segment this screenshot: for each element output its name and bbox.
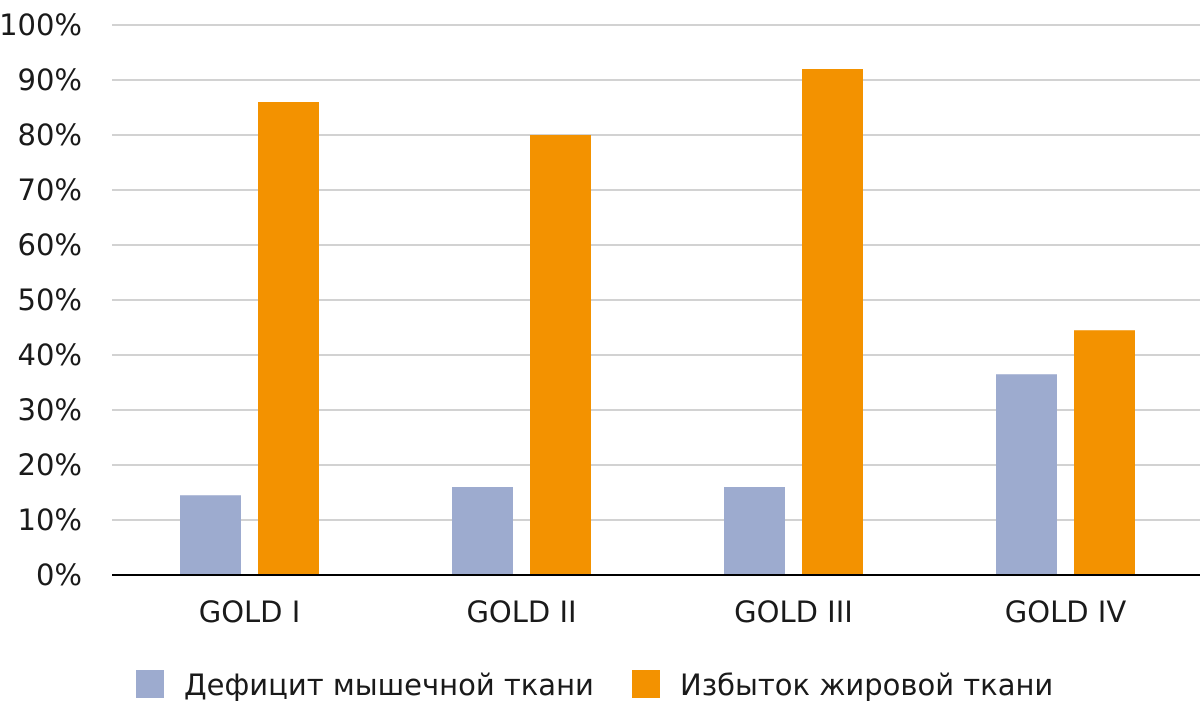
y-tick-label: 60% — [18, 228, 82, 262]
y-tick-label: 30% — [18, 393, 82, 427]
legend-item-muscle-deficit: Дефицит мышечной ткани — [136, 668, 594, 702]
bar-muscle-deficit-2 — [452, 487, 513, 575]
y-tick-label: 50% — [18, 283, 82, 317]
bar-muscle-deficit-3 — [724, 487, 785, 575]
legend-label: Избыток жировой ткани — [680, 668, 1053, 702]
bar-fat-excess-2 — [530, 135, 591, 575]
legend-item-fat-excess: Избыток жировой ткани — [632, 668, 1053, 702]
y-tick-label: 40% — [18, 338, 82, 372]
x-category-label: GOLD I — [199, 595, 301, 629]
legend: Дефицит мышечной ткани Избыток жировой тк… — [136, 668, 1053, 702]
bars — [180, 69, 1135, 575]
bar-fat-excess-1 — [258, 102, 319, 575]
y-tick-label: 70% — [18, 173, 82, 207]
y-tick-label: 0% — [36, 558, 82, 592]
legend-label: Дефицит мышечной ткани — [184, 668, 594, 702]
x-category-label: GOLD II — [466, 595, 576, 629]
legend-swatch — [136, 670, 164, 698]
x-category-label: GOLD IV — [1005, 595, 1127, 629]
bar-muscle-deficit-1 — [180, 495, 241, 575]
y-tick-label: 100% — [0, 8, 82, 42]
y-tick-label: 80% — [18, 118, 82, 152]
y-tick-label: 10% — [18, 503, 82, 537]
y-axis: 0% 10% 20% 30% 40% 50% 60% 70% 80% 90% 100% — [0, 8, 82, 592]
x-category-label: GOLD III — [734, 595, 853, 629]
bar-fat-excess-4 — [1074, 330, 1135, 575]
y-tick-label: 90% — [18, 63, 82, 97]
legend-swatch — [632, 670, 660, 698]
x-axis: GOLD I GOLD II GOLD III GOLD IV — [112, 574, 1200, 629]
y-tick-label: 20% — [18, 448, 82, 482]
bar-muscle-deficit-4 — [996, 374, 1057, 575]
bar-fat-excess-3 — [802, 69, 863, 575]
